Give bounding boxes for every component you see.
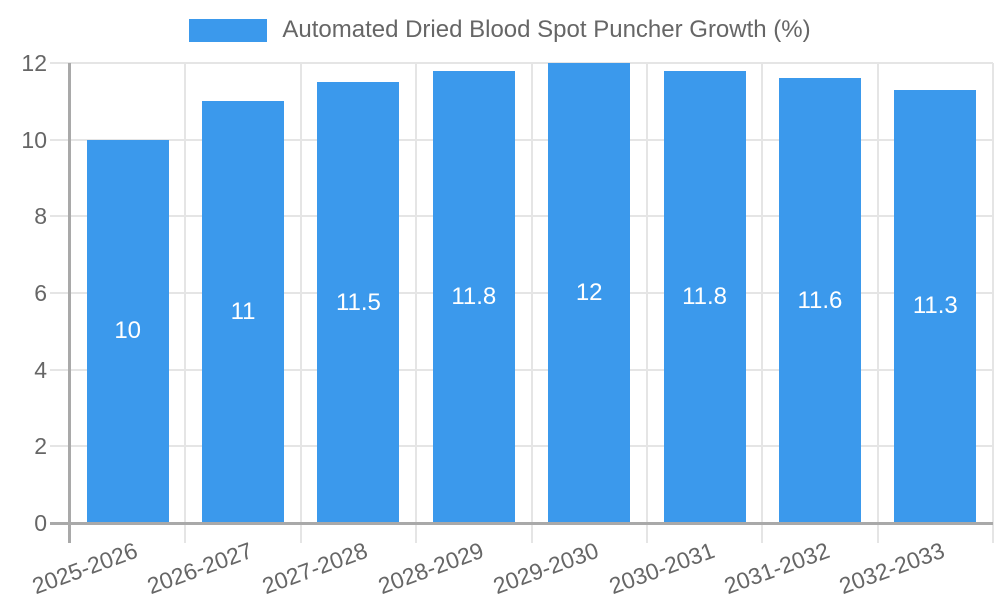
legend-swatch-icon xyxy=(189,18,268,42)
x-tick-label: 2029-2030 xyxy=(489,537,603,600)
bar[interactable] xyxy=(87,139,169,523)
bar-value-label: 11.8 xyxy=(682,282,728,310)
bar[interactable] xyxy=(202,101,284,523)
bar-value-label: 11.8 xyxy=(451,282,497,310)
bar-value-label: 11.3 xyxy=(912,292,958,320)
y-tick-label: 2 xyxy=(34,433,47,460)
y-tick-label: 12 xyxy=(21,50,47,76)
y-axis-tick xyxy=(50,522,70,525)
x-gridline xyxy=(415,63,418,523)
x-axis-tick xyxy=(184,523,187,543)
y-tick-label: 0 xyxy=(34,510,47,536)
bar[interactable] xyxy=(664,70,746,523)
x-tick-label: 2028-2029 xyxy=(374,537,487,600)
y-axis-line xyxy=(68,63,71,543)
bar-value-label: 12 xyxy=(575,279,603,306)
x-axis-tick xyxy=(876,523,879,543)
y-tick-label: 10 xyxy=(21,126,47,153)
x-axis-tick xyxy=(992,523,994,543)
y-axis-tick xyxy=(50,62,70,64)
bar-value-label: 10 xyxy=(114,317,142,345)
x-tick-label: 2025-2026 xyxy=(28,537,141,600)
x-axis-line xyxy=(70,522,993,525)
x-gridline xyxy=(530,63,533,523)
x-tick-label: 2027-2028 xyxy=(259,537,372,600)
x-gridline xyxy=(876,63,879,523)
x-tick-label: 2026-2027 xyxy=(143,537,256,600)
bar[interactable] xyxy=(894,89,976,523)
legend[interactable]: Automated Dried Blood Spot Puncher Growt… xyxy=(0,16,1000,44)
x-axis-tick xyxy=(530,523,533,543)
x-gridline xyxy=(761,63,764,523)
y-tick-label: 8 xyxy=(34,203,47,230)
x-gridline xyxy=(645,63,648,523)
y-axis-tick xyxy=(50,445,70,448)
legend-label: Automated Dried Blood Spot Puncher Growt… xyxy=(282,16,811,43)
x-axis-tick xyxy=(415,523,418,543)
bar[interactable] xyxy=(433,70,515,523)
x-gridline xyxy=(992,63,994,523)
y-tick-label: 4 xyxy=(34,356,47,383)
x-axis-tick xyxy=(299,523,302,543)
y-axis-tick xyxy=(50,215,70,218)
bar[interactable] xyxy=(317,82,399,523)
bar-value-label: 11.6 xyxy=(797,286,843,314)
x-tick-label: 2031-2032 xyxy=(720,537,833,600)
x-gridline xyxy=(184,63,187,523)
bar[interactable] xyxy=(548,63,630,523)
bar[interactable] xyxy=(779,78,861,523)
x-tick-label: 2032-2033 xyxy=(835,537,949,600)
bar-value-label: 11.5 xyxy=(335,288,381,316)
bar-value-label: 11 xyxy=(230,298,256,326)
y-axis-tick xyxy=(50,138,70,141)
x-axis-tick xyxy=(761,523,764,543)
y-axis-tick xyxy=(50,292,70,294)
y-tick-label: 6 xyxy=(34,280,47,306)
x-tick-label: 2030-2031 xyxy=(605,537,718,600)
x-axis-tick xyxy=(645,523,648,543)
x-gridline xyxy=(299,63,302,523)
y-axis-tick xyxy=(50,368,70,371)
